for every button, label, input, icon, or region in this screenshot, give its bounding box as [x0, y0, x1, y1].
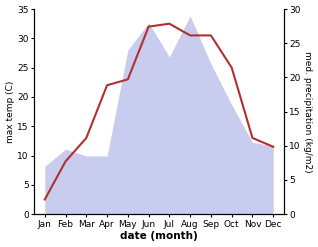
- X-axis label: date (month): date (month): [120, 231, 198, 242]
- Y-axis label: med. precipitation (kg/m2): med. precipitation (kg/m2): [303, 51, 313, 172]
- Y-axis label: max temp (C): max temp (C): [5, 80, 15, 143]
